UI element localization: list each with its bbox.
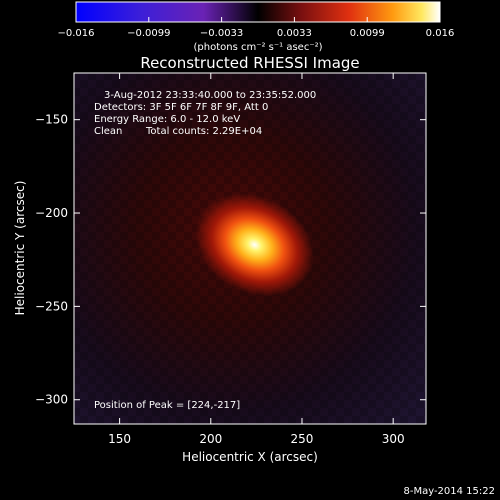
detectors-label: Detectors: 3F 5F 6F 7F 8F 9F, Att 0 xyxy=(94,102,268,113)
colorbar-tick-label: −0.0033 xyxy=(200,28,243,39)
x-tick-label: 250 xyxy=(291,432,314,446)
time-range-label: 3-Aug-2012 23:33:40.000 to 23:35:52.000 xyxy=(104,90,316,101)
footer-date: 8-May-2014 15:22 xyxy=(403,486,495,497)
colorbar-gradient xyxy=(75,1,441,23)
axis-ticks: 150 200 250 300 −150 −200 −250 −300 xyxy=(35,73,426,446)
colorbar-tick-label: 0.016 xyxy=(426,28,455,39)
plot-frame xyxy=(73,72,427,425)
x-tick-label: 200 xyxy=(199,432,222,446)
energy-range-label: Energy Range: 6.0 - 12.0 keV xyxy=(94,114,240,125)
colorbar-tick-label: −0.0099 xyxy=(127,28,170,39)
chart-title: Reconstructed RHESSI Image xyxy=(140,54,359,72)
colorbar-units: (photons cm⁻² s⁻¹ asec⁻²) xyxy=(193,42,322,53)
peak-source xyxy=(195,193,314,297)
x-tick-label: 300 xyxy=(382,432,405,446)
colorbar-tick-label: −0.016 xyxy=(57,28,94,39)
x-axis-label: Heliocentric X (arcsec) xyxy=(182,450,318,464)
annotations: 3-Aug-2012 23:33:40.000 to 23:35:52.000 … xyxy=(94,90,316,411)
y-tick-label: −150 xyxy=(35,113,68,127)
colorbar-tick-label: 0.0099 xyxy=(350,28,385,39)
method-label: Clean xyxy=(94,126,122,137)
y-tick-label: −300 xyxy=(35,393,68,407)
y-tick-label: −250 xyxy=(35,299,68,313)
x-tick-label: 150 xyxy=(108,432,131,446)
plot-area: 150 200 250 300 −150 −200 −250 −300 xyxy=(35,72,427,446)
y-axis-label: Heliocentric Y (arcsec) xyxy=(13,181,27,316)
colorbar-tick-label: 0.0033 xyxy=(277,28,312,39)
total-counts-label: Total counts: 2.29E+04 xyxy=(145,126,262,137)
colorbar-ticks: −0.016 −0.0099 −0.0033 0.0033 0.0099 0.016 xyxy=(57,17,454,39)
peak-position-label: Position of Peak = [224,-217] xyxy=(94,400,240,411)
colorbar: −0.016 −0.0099 −0.0033 0.0033 0.0099 0.016 (p… xyxy=(57,1,454,53)
y-tick-label: −200 xyxy=(35,206,68,220)
